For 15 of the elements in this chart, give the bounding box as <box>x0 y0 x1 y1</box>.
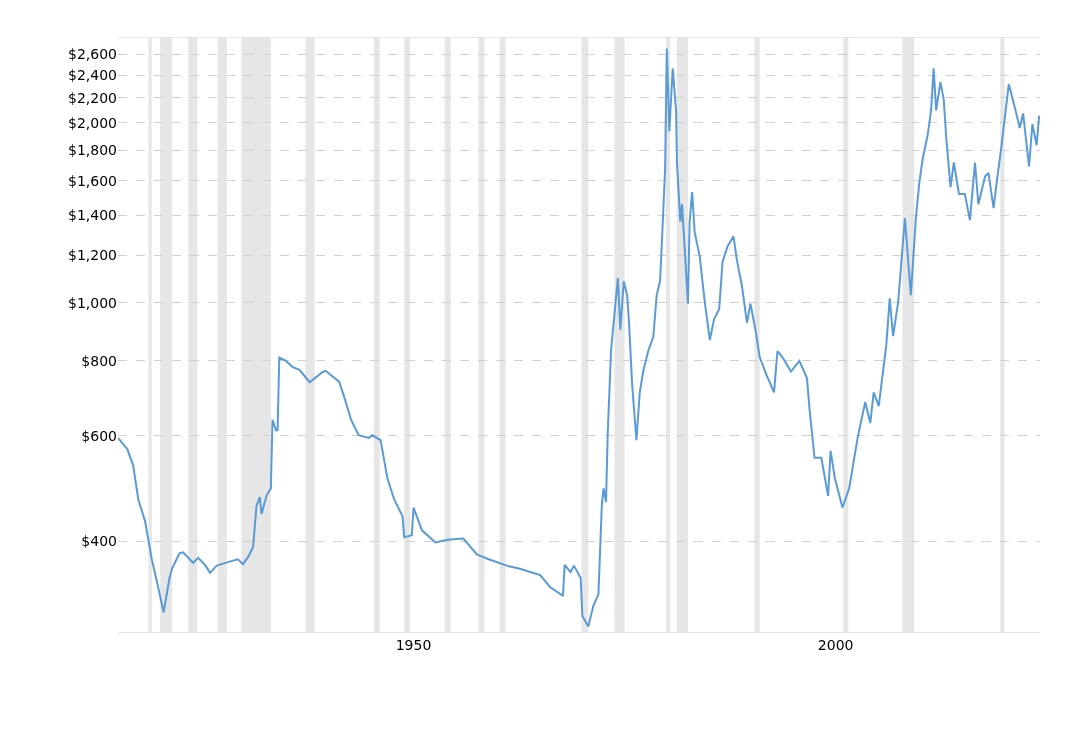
y-tick-label: $400 <box>81 533 117 550</box>
y-tick-label: $1,800 <box>68 141 117 158</box>
y-tick-label: $1,400 <box>68 207 117 224</box>
y-tick-label: $2,000 <box>68 114 117 131</box>
y-tick-label: $2,600 <box>68 46 117 63</box>
x-tick-label: 1950 <box>395 636 432 653</box>
x-tick-label: 2000 <box>817 636 854 653</box>
y-tick-label: $2,400 <box>68 67 117 84</box>
y-tick-label: $800 <box>81 352 117 369</box>
y-tick-label: $1,600 <box>68 172 117 189</box>
line-series <box>118 47 1040 628</box>
y-tick-label: $2,200 <box>68 89 117 106</box>
y-tick-label: $600 <box>81 427 117 444</box>
y-tick-label: $1,000 <box>68 294 117 311</box>
y-tick-label: $1,200 <box>68 247 117 264</box>
